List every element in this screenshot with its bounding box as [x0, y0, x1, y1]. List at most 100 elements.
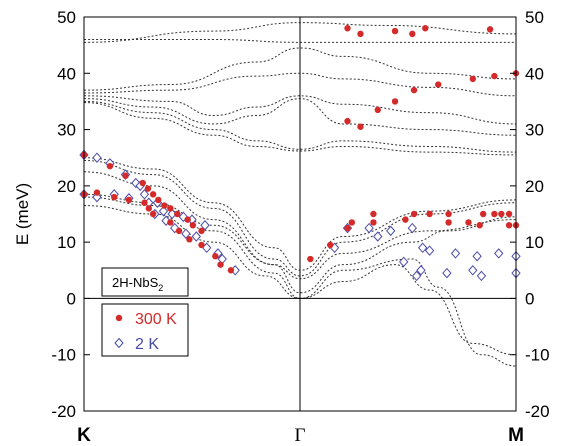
point-300k [212, 253, 219, 260]
calc-band-13 [83, 193, 517, 294]
point-300k [198, 227, 205, 235]
point-300k [422, 25, 429, 32]
point-300k [149, 210, 157, 218]
point-300k [327, 241, 334, 249]
point-300k [227, 267, 235, 274]
point-2k [418, 242, 428, 254]
point-300k [145, 205, 152, 212]
point-300k [445, 210, 452, 218]
legend-marker-300k [115, 314, 123, 322]
legend-marker-2k [114, 337, 124, 349]
point-300k [106, 162, 114, 170]
point-300k [93, 189, 101, 196]
point-2k [92, 152, 102, 163]
point-2k [442, 267, 452, 279]
point-2k [386, 225, 396, 237]
y-tick-label-left: 50 [57, 8, 76, 27]
point-300k [391, 27, 399, 35]
point-300k [498, 210, 505, 218]
point-300k [141, 199, 148, 206]
point-2k [373, 231, 383, 242]
point-300k [370, 219, 377, 226]
point-2k [131, 177, 141, 189]
point-300k [144, 185, 152, 192]
legend-label-2k: 2 K [135, 336, 159, 353]
y-tick-label-right: -20 [525, 402, 550, 421]
point-300k [357, 30, 364, 38]
point-300k [410, 86, 418, 94]
point-300k [217, 261, 224, 268]
point-300k [374, 106, 381, 114]
point-2k [468, 265, 478, 276]
point-300k [505, 210, 513, 218]
point-300k [491, 210, 498, 218]
data-series [79, 25, 521, 282]
calc-band-8 [83, 205, 517, 356]
legend: 300 K 2 K [101, 303, 189, 357]
point-300k [122, 172, 129, 179]
y-tick-label-right: 0 [525, 289, 534, 308]
point-2k [200, 220, 210, 231]
x-tick-label: M [508, 425, 524, 446]
sample-label: 2H-NbS2 [112, 275, 163, 293]
point-300k [155, 196, 162, 204]
point-300k [344, 224, 351, 232]
point-300k [409, 30, 416, 38]
calc-band-9 [83, 196, 517, 367]
point-300k [186, 236, 193, 243]
calc-band-4 [83, 95, 517, 125]
y-tick-label-right: 50 [525, 8, 544, 27]
y-tick-label-left: 0 [67, 289, 76, 308]
y-tick-label-right: 30 [525, 121, 544, 140]
point-300k [307, 255, 314, 263]
point-300k [476, 222, 483, 229]
point-2k [476, 270, 487, 282]
point-300k [344, 117, 351, 125]
point-300k [505, 222, 513, 229]
point-300k [189, 222, 197, 229]
calc-band-5 [83, 98, 517, 136]
point-2k [364, 222, 374, 234]
point-300k [174, 210, 181, 218]
point-2k [139, 189, 150, 200]
point-2k [158, 205, 169, 217]
y-tick-label-left: 10 [57, 233, 76, 252]
point-300k [139, 179, 146, 187]
point-300k [469, 75, 476, 83]
calc-band-7 [83, 102, 517, 156]
point-300k [410, 210, 418, 218]
calc-band-6 [83, 100, 517, 153]
point-2k [450, 248, 461, 259]
point-300k [426, 210, 433, 218]
point-300k [486, 26, 494, 33]
point-2k [411, 270, 422, 282]
x-tick-label: K [77, 425, 91, 446]
point-300k [184, 216, 191, 223]
calc-band-2 [83, 47, 517, 91]
point-2k [424, 245, 435, 256]
calc-band-11 [83, 160, 517, 277]
sample-label-box: 2H-NbS2 [101, 267, 189, 297]
calc-band-10 [83, 171, 517, 280]
point-300k [348, 219, 356, 226]
y-tick-label-left: 20 [57, 177, 76, 196]
point-2k [92, 191, 102, 203]
axis-ticks: -20 -20 -10 -10 0 0 10 10 20 20 30 30 40 40 50 50 K Γ M [51, 8, 549, 446]
point-2k [407, 222, 417, 234]
y-tick-label-right: -10 [525, 346, 550, 365]
point-300k [161, 202, 168, 209]
legend-label-300k: 300 K [135, 311, 177, 328]
x-tick-label: Γ [295, 425, 306, 446]
point-300k [344, 25, 351, 32]
point-300k [435, 81, 442, 88]
point-300k [125, 196, 133, 204]
y-tick-label-right: 10 [525, 233, 544, 252]
point-300k [111, 193, 118, 201]
point-300k [175, 227, 183, 235]
y-tick-label-right: 20 [525, 177, 544, 196]
point-2k [399, 256, 409, 268]
point-300k [391, 98, 399, 105]
y-tick-label-right: 40 [525, 64, 544, 83]
